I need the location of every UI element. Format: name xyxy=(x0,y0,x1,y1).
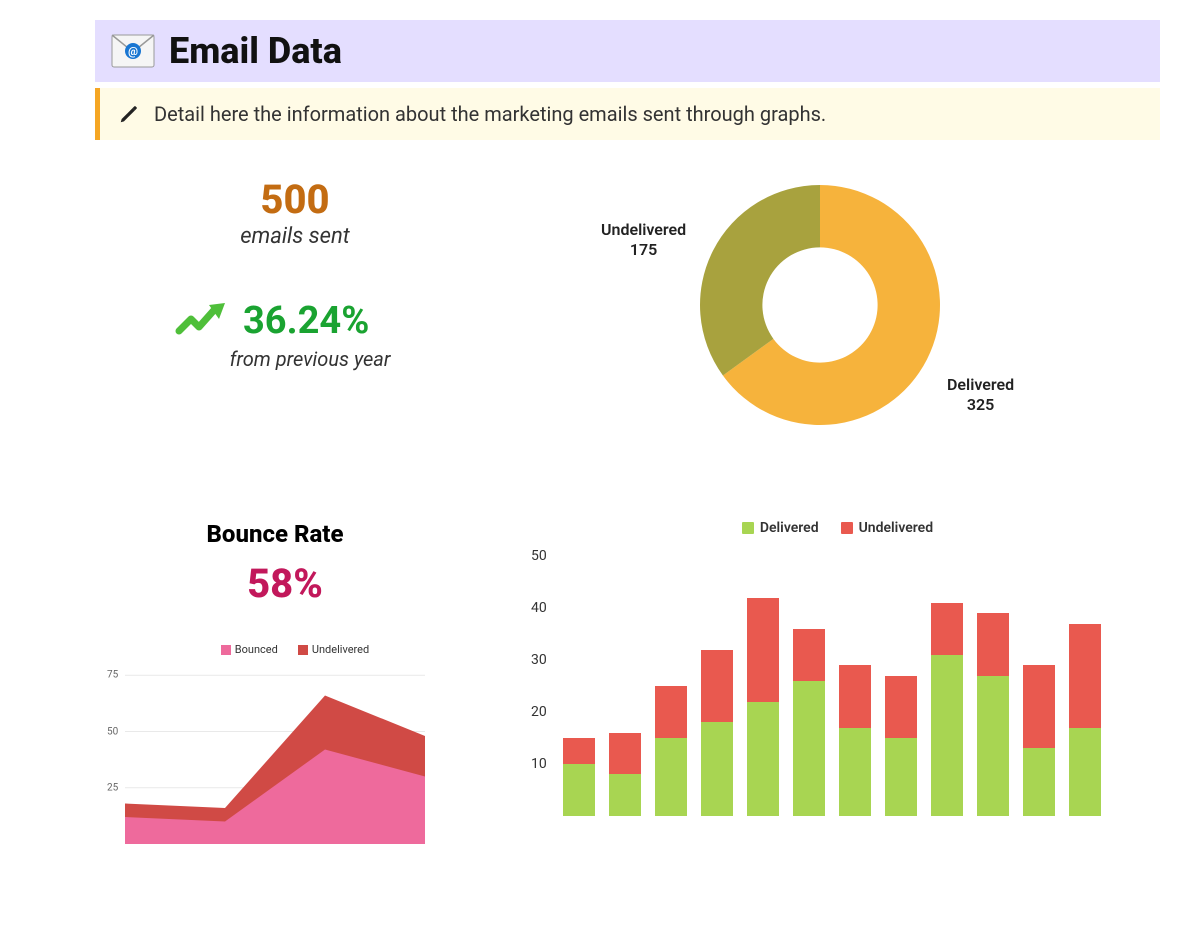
bounce-area-chart: 255075 xyxy=(125,664,425,844)
svg-text:@: @ xyxy=(128,45,138,58)
description-note: Detail here the information about the ma… xyxy=(95,88,1160,140)
bar-segment-delivered xyxy=(1023,748,1055,816)
bounce-rate-title: Bounce Rate xyxy=(55,520,495,548)
pencil-icon xyxy=(118,103,140,125)
bar-segment-delivered xyxy=(1069,728,1101,816)
description-text: Detail here the information about the ma… xyxy=(154,102,826,126)
stacked-bar xyxy=(977,613,1009,816)
bar-segment-undelivered xyxy=(1023,665,1055,748)
bar-segment-delivered xyxy=(885,738,917,816)
bar-segment-delivered xyxy=(609,774,641,816)
bar-segment-delivered xyxy=(747,702,779,816)
stacked-bar xyxy=(609,733,641,816)
bar-segment-undelivered xyxy=(793,629,825,681)
area-legend-item: Undelivered xyxy=(298,643,369,656)
stacked-ytick: 30 xyxy=(531,652,547,668)
stacked-ytick: 10 xyxy=(531,756,547,772)
delivery-stacked-bar-chart: DeliveredUndelivered 1020304050 xyxy=(535,520,1140,844)
bar-segment-delivered xyxy=(563,764,595,816)
bar-segment-delivered xyxy=(655,738,687,816)
trend-up-arrow-icon xyxy=(175,299,233,343)
bar-segment-undelivered xyxy=(885,676,917,738)
stacked-bar xyxy=(885,676,917,816)
bar-segment-undelivered xyxy=(655,686,687,738)
trend-sub-label: from previous year xyxy=(125,347,495,371)
donut-legend-undelivered-text: Undelivered xyxy=(601,220,686,240)
bar-segment-undelivered xyxy=(839,665,871,727)
bar-segment-delivered xyxy=(839,728,871,816)
delivery-donut-chart: Undelivered 175 Delivered 325 xyxy=(535,180,1140,470)
bar-segment-undelivered xyxy=(609,733,641,775)
bar-segment-undelivered xyxy=(977,613,1009,675)
page-header: @ Email Data xyxy=(95,20,1160,82)
bar-segment-delivered xyxy=(701,722,733,816)
stacked-bar-legend: Delivered Undelivered xyxy=(535,520,1140,536)
area-ytick: 25 xyxy=(107,782,118,793)
bar-segment-delivered xyxy=(977,676,1009,816)
bar-segment-delivered xyxy=(931,655,963,816)
area-ytick: 50 xyxy=(107,726,118,737)
stacked-bar xyxy=(747,598,779,816)
stacked-bar xyxy=(701,650,733,816)
stacked-bar xyxy=(931,603,963,816)
donut-legend-delivered-value: 325 xyxy=(947,395,1014,415)
page-title: Email Data xyxy=(169,30,342,72)
donut-segment xyxy=(700,185,820,376)
area-chart-legend: Bounced Undelivered xyxy=(95,643,495,656)
emails-sent-value: 500 xyxy=(95,180,495,220)
stacked-bar xyxy=(839,665,871,816)
stacked-bar xyxy=(563,738,595,816)
bar-segment-undelivered xyxy=(563,738,595,764)
email-icon: @ xyxy=(111,34,155,68)
donut-legend-undelivered-value: 175 xyxy=(601,240,686,260)
donut-label-delivered: Delivered 325 xyxy=(947,375,1014,415)
bar-segment-undelivered xyxy=(747,598,779,702)
stacked-bar xyxy=(1023,665,1055,816)
bar-segment-delivered xyxy=(793,681,825,816)
trend-percent-value: 36.24% xyxy=(243,299,369,343)
bounce-rate-value: 58% xyxy=(75,560,495,607)
stacked-bar xyxy=(1069,624,1101,816)
stacked-ytick: 20 xyxy=(531,704,547,720)
bar-segment-undelivered xyxy=(931,603,963,655)
kpi-block: 500 emails sent 36.24% from previous yea… xyxy=(95,180,495,470)
area-ytick: 75 xyxy=(107,670,118,681)
stacked-legend-item: Undelivered xyxy=(841,520,933,536)
stacked-ytick: 50 xyxy=(531,548,547,564)
emails-sent-label: emails sent xyxy=(95,224,495,249)
area-legend-item: Bounced xyxy=(221,643,278,656)
bar-segment-undelivered xyxy=(701,650,733,723)
stacked-ytick: 40 xyxy=(531,600,547,616)
bar-segment-undelivered xyxy=(1069,624,1101,728)
stacked-bar xyxy=(655,686,687,816)
stacked-bar xyxy=(793,629,825,816)
bounce-rate-block: Bounce Rate 58% BouncedUndelivered 25507… xyxy=(95,520,495,844)
stacked-legend-item: Delivered xyxy=(742,520,819,536)
donut-label-undelivered: Undelivered 175 xyxy=(601,220,686,260)
donut-legend-delivered-text: Delivered xyxy=(947,375,1014,395)
